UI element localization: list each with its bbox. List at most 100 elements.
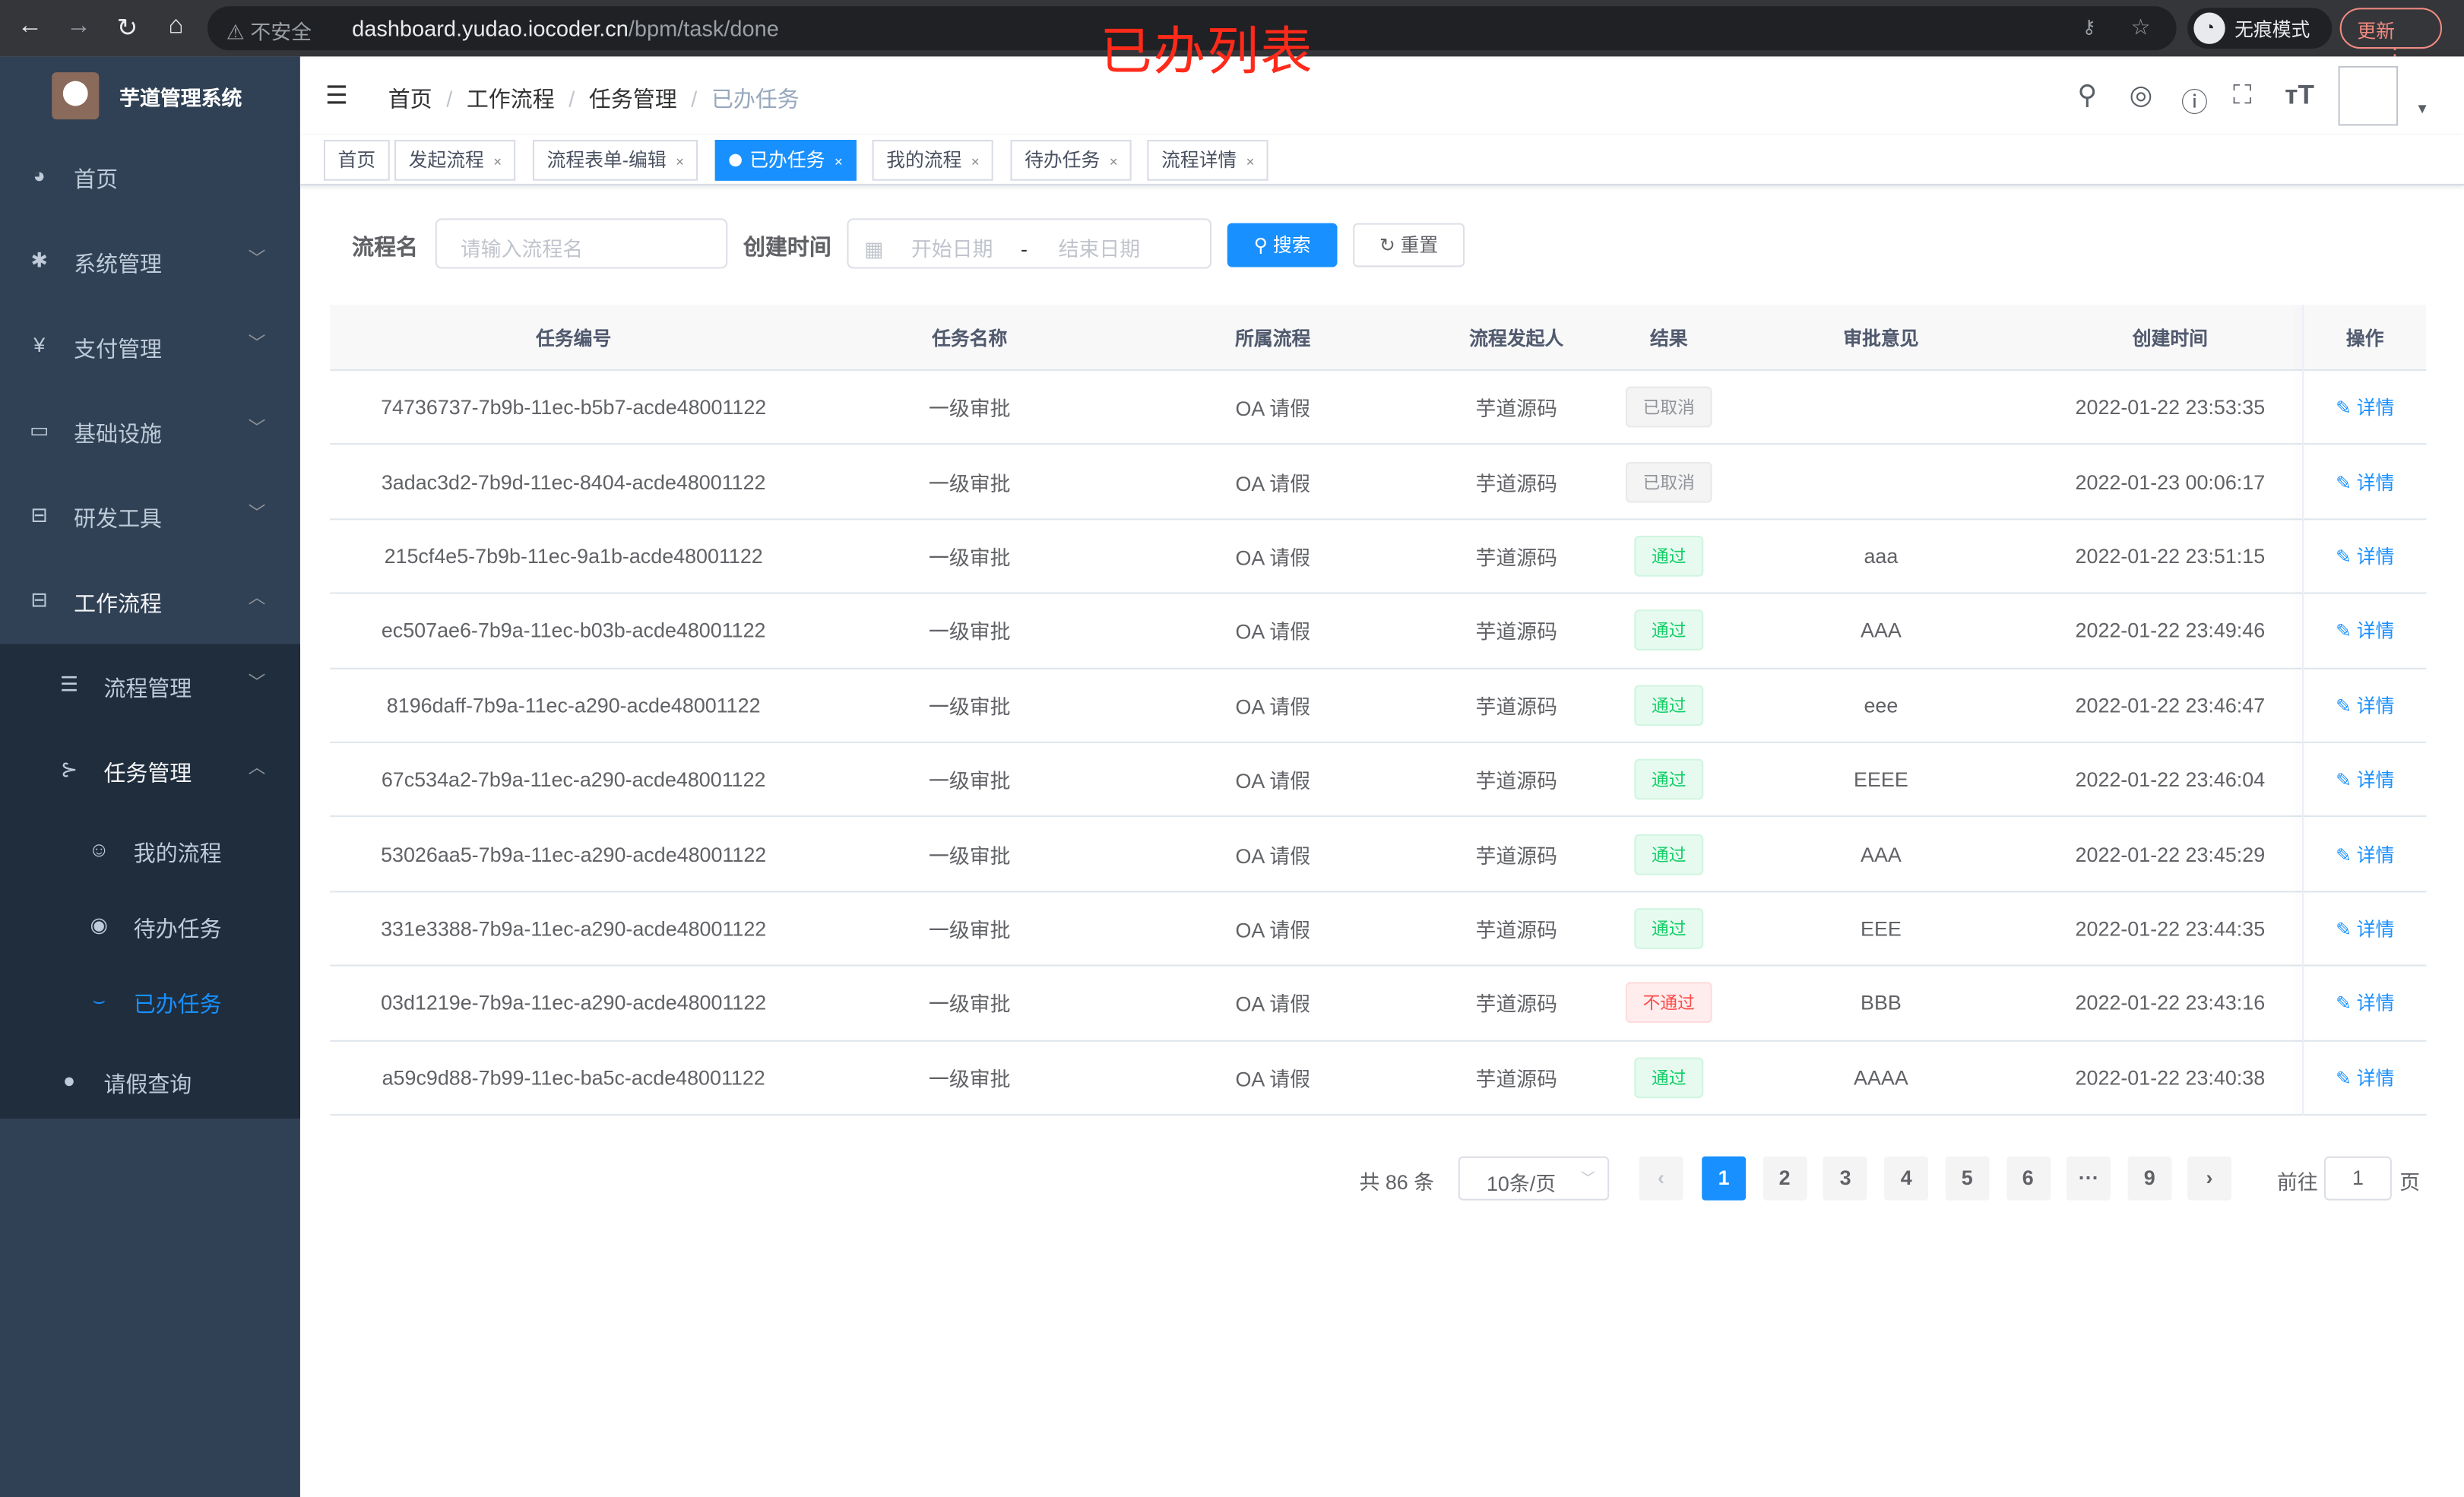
search-button[interactable]: ⚲ 搜索	[1227, 223, 1338, 267]
tag-done-task[interactable]: 已办任务 ×	[714, 140, 857, 181]
page-button[interactable]: 4	[1884, 1156, 1929, 1201]
detail-button[interactable]: ✎ 详情	[2336, 915, 2394, 942]
detail-button[interactable]: ✎ 详情	[2336, 692, 2394, 718]
edit-icon: ✎	[2336, 695, 2357, 717]
page-size-select[interactable]: 10条/页 ﹀	[1458, 1156, 1610, 1201]
address-bar[interactable]: ⚠ 不安全 dashboard.yudao.iocoder.cn/bpm/tas…	[207, 6, 2177, 51]
close-icon[interactable]: ×	[1109, 153, 1118, 170]
prev-page-button[interactable]: ‹	[1639, 1156, 1683, 1201]
reload-icon[interactable]: ↻	[116, 15, 138, 43]
goto-page-input[interactable]: 1	[2323, 1156, 2392, 1201]
close-icon[interactable]: ×	[834, 153, 843, 170]
create-time-cell: 2022-01-22 23:49:46	[2075, 619, 2266, 643]
tag-todo-task[interactable]: 待办任务 ×	[1010, 140, 1132, 181]
github-icon[interactable]: ◎	[2129, 80, 2153, 110]
incognito-badge[interactable]: ◔ 无痕模式	[2187, 8, 2333, 49]
detail-button[interactable]: ✎ 详情	[2336, 766, 2394, 793]
close-icon[interactable]: ×	[1246, 153, 1255, 170]
hamburger-icon[interactable]: ☰	[325, 83, 348, 110]
detail-button[interactable]: ✎ 详情	[2336, 1064, 2394, 1090]
page-button[interactable]: 6	[2006, 1156, 2051, 1201]
security-warning[interactable]: ⚠ 不安全	[226, 20, 312, 44]
url-text[interactable]: dashboard.yudao.iocoder.cn/bpm/task/done	[352, 16, 779, 41]
chevron-up-icon: ︿	[248, 589, 266, 609]
start-date-input[interactable]: 开始日期	[911, 237, 993, 261]
fullscreen-icon[interactable]: ⛶	[2233, 80, 2252, 110]
monitor-icon: ▭	[29, 417, 49, 442]
task-id-cell: 67c534a2-7b9a-11ec-a290-acde48001122	[381, 767, 766, 792]
detail-button[interactable]: ✎ 详情	[2336, 989, 2394, 1016]
back-icon[interactable]: ←	[17, 12, 43, 40]
sidebar-item-system[interactable]: ✱ 系统管理 ﹀	[0, 220, 300, 305]
starter-cell: 芋道源码	[1475, 1067, 1558, 1091]
reset-button-label: 重置	[1400, 234, 1439, 257]
star-icon[interactable]: ☆	[2130, 14, 2151, 40]
sidebar-item-infra[interactable]: ▭ 基础设施 ﹀	[0, 390, 300, 475]
sidebar-item-todo[interactable]: ◉ 待办任务	[0, 889, 300, 964]
sidebar-item-label: 请假查询	[103, 1071, 192, 1097]
sidebar-item-my-process[interactable]: ☺ 我的流程	[0, 814, 300, 889]
tag-my-process[interactable]: 我的流程 ×	[872, 140, 994, 181]
close-icon[interactable]: ×	[676, 153, 684, 170]
tag-form-edit[interactable]: 流程表单-编辑 ×	[532, 140, 698, 181]
search-icon[interactable]: ⚲	[2077, 80, 2098, 110]
page-button[interactable]: 2	[1762, 1156, 1807, 1201]
task-id-cell: 3adac3d2-7b9d-11ec-8404-acde48001122	[381, 470, 766, 494]
sidebar-item-leave[interactable]: ● 请假查询	[0, 1040, 300, 1119]
font-size-icon[interactable]: тT	[2285, 80, 2314, 110]
page-button[interactable]: 5	[1945, 1156, 1990, 1201]
tag-start-process[interactable]: 发起流程 ×	[394, 140, 516, 181]
breadcrumb-item[interactable]: 工作流程	[466, 86, 555, 112]
close-icon[interactable]: ×	[493, 153, 502, 170]
page-button[interactable]: 9	[2127, 1156, 2172, 1201]
reset-button[interactable]: ↻ 重置	[1353, 223, 1465, 267]
end-date-input[interactable]: 结束日期	[1058, 237, 1141, 261]
detail-button[interactable]: ✎ 详情	[2336, 468, 2394, 495]
create-time-cell: 2022-01-22 23:40:38	[2075, 1065, 2266, 1090]
process-name-input[interactable]: 请输入流程名	[435, 218, 728, 269]
tag-process-detail[interactable]: 流程详情 ×	[1147, 140, 1269, 181]
task-id-cell: 03d1219e-7b9a-11ec-a290-acde48001122	[381, 991, 767, 1015]
key-icon[interactable]: ⚷	[2082, 15, 2096, 38]
column-header: 结果	[1649, 327, 1688, 350]
update-button[interactable]: 更新⋮	[2339, 8, 2443, 66]
breadcrumb-item[interactable]: 任务管理	[588, 86, 677, 112]
date-range-picker[interactable]: ▦ 开始日期 - 结束日期	[847, 218, 1212, 269]
sidebar-item-done[interactable]: ⌣ 已办任务	[0, 965, 300, 1040]
close-icon[interactable]: ×	[971, 153, 980, 170]
comment-cell: BBB	[1861, 991, 1902, 1015]
detail-button[interactable]: ✎ 详情	[2336, 543, 2394, 569]
breadcrumb-item[interactable]: 首页	[388, 86, 432, 112]
home-icon[interactable]: ⌂	[168, 12, 184, 40]
sidebar-item-pay[interactable]: ¥ 支付管理 ﹀	[0, 305, 300, 390]
detail-button[interactable]: ✎ 详情	[2336, 840, 2394, 867]
sidebar-logo[interactable]: 芋道管理系统	[0, 56, 300, 135]
tags-view: 首页 发起流程 × 流程表单-编辑 × 已办任务 × 我的流程 × 待办任务 × 流程详情…	[299, 135, 2464, 185]
result-badge: 通过	[1634, 685, 1704, 726]
caret-down-icon[interactable]: ▼	[2415, 100, 2430, 117]
page-button[interactable]: 1	[1702, 1156, 1747, 1201]
breadcrumb-current: 已办任务	[711, 86, 800, 112]
sidebar-item-devtools[interactable]: ⊟ 研发工具 ﹀	[0, 474, 300, 559]
help-icon[interactable]: ⓘ	[2181, 87, 2208, 119]
page-button[interactable]: 3	[1823, 1156, 1868, 1201]
sidebar-item-label: 支付管理	[74, 336, 162, 362]
table-row: 8196daff-7b9a-11ec-a290-acde48001122 一级审批…	[330, 669, 2427, 743]
table-row: 03d1219e-7b9a-11ec-a290-acde48001122 一级审批…	[330, 967, 2427, 1041]
annotation-title: 已办列表	[1100, 21, 1314, 81]
detail-button[interactable]: ✎ 详情	[2336, 617, 2394, 644]
sidebar-item-home[interactable]: ◕ 首页	[0, 135, 300, 220]
next-page-button[interactable]: ›	[2187, 1156, 2231, 1201]
forward-icon[interactable]: →	[65, 12, 91, 40]
more-pages-button[interactable]: ···	[2067, 1156, 2111, 1201]
detail-button[interactable]: ✎ 详情	[2336, 394, 2394, 420]
tag-home[interactable]: 首页	[323, 140, 390, 181]
starter-cell: 芋道源码	[1475, 471, 1558, 495]
process-name-label: 流程名	[352, 234, 418, 260]
avatar[interactable]	[2338, 65, 2399, 126]
sidebar-item-task-manage[interactable]: ⊱ 任务管理 ︿	[0, 729, 300, 814]
sidebar-item-workflow[interactable]: ⊟ 工作流程 ︿	[0, 559, 300, 644]
sidebar-item-label: 待办任务	[133, 916, 222, 942]
sidebar-item-process-manage[interactable]: ☰ 流程管理 ﹀	[0, 644, 300, 730]
incognito-icon: ◔	[2193, 12, 2225, 44]
